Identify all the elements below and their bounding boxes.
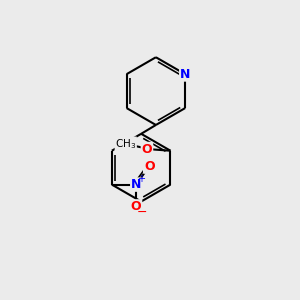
Text: N: N — [131, 178, 141, 191]
Text: +: + — [137, 174, 145, 184]
Text: O: O — [131, 200, 141, 213]
Text: −: − — [136, 206, 147, 218]
Text: CH$_3$: CH$_3$ — [115, 137, 136, 151]
Text: O: O — [144, 160, 154, 173]
Text: N: N — [180, 68, 190, 81]
Text: O: O — [142, 143, 152, 156]
